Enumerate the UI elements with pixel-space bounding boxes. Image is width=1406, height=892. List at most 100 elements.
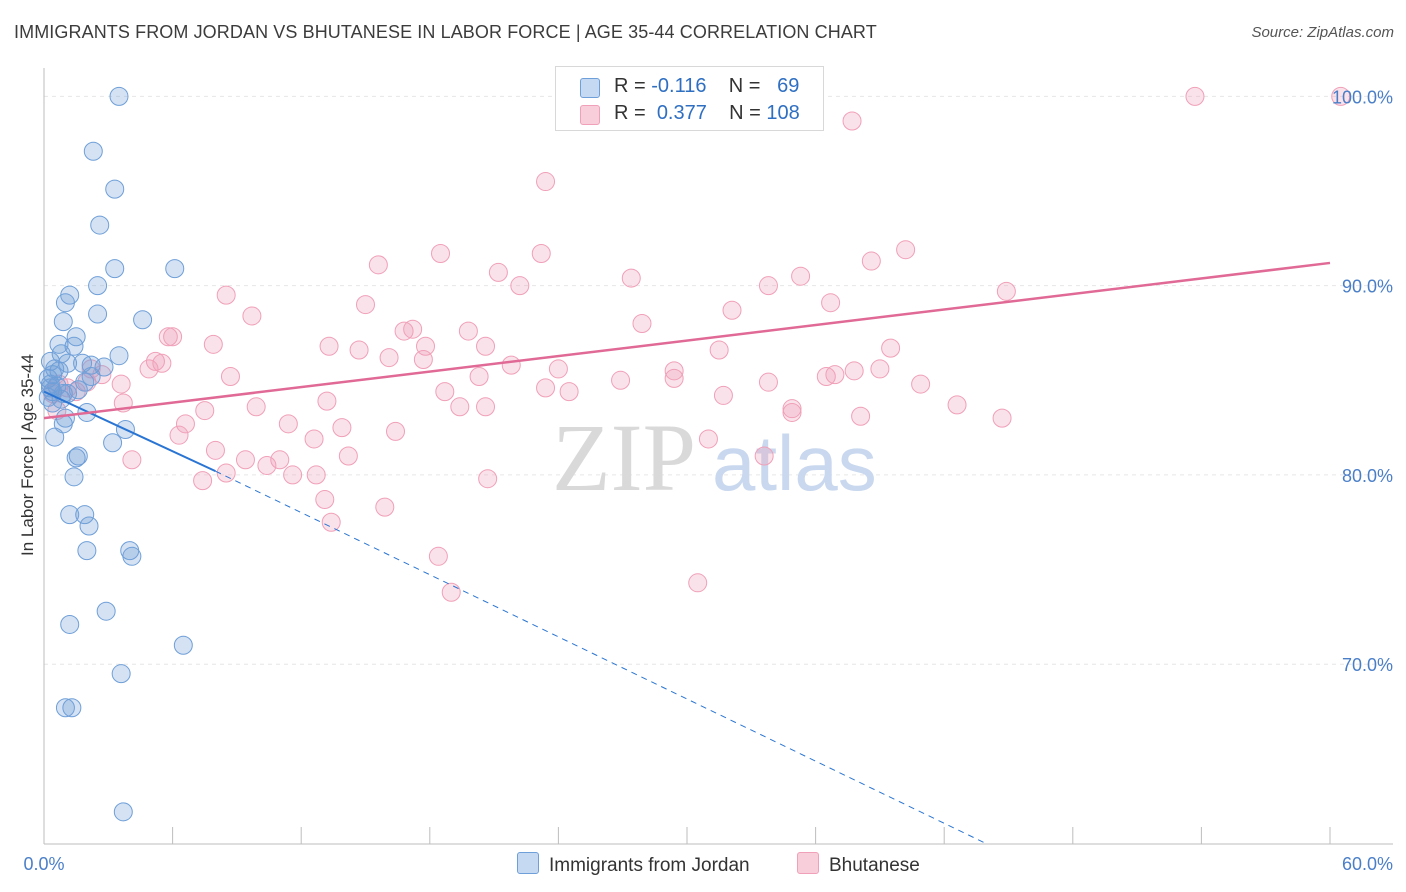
bhutanese-point [698,429,718,449]
jordan-point [79,516,99,536]
bhutanese-point [881,338,901,358]
jordan-point [83,141,103,161]
bhutanese-point [169,425,189,445]
jordan-point [94,357,114,377]
bhutanese-point [175,414,195,434]
bhutanese-point [992,408,1012,428]
bhutanese-point [861,251,881,271]
y-axis-label: In Labor Force | Age 35-44 [18,354,37,556]
bhutanese-point [842,111,862,131]
bhutanese-point [441,582,461,602]
bottom-legend-swatch-jordan [517,852,539,874]
jordan-point [90,215,110,235]
y-tick-label: 80.0% [1342,466,1393,486]
jordan-point [53,312,73,332]
jordan-point [96,601,116,621]
bhutanese-point [379,348,399,368]
bhutanese-point [431,243,451,263]
bhutanese-point [469,367,489,387]
jordan-point [105,259,125,279]
bhutanese-point [428,546,448,566]
bhutanese-point [821,293,841,313]
bhutanese-point [791,266,811,286]
bhutanese-point [403,319,423,339]
bhutanese-point [386,421,406,441]
axes [43,68,1393,845]
bhutanese-point [450,397,470,417]
bhutanese-point [851,406,871,426]
trend-lines [43,261,1331,845]
bhutanese-point [270,450,290,470]
bhutanese-point [476,397,496,417]
bhutanese-point [548,359,568,379]
bhutanese-point [782,402,802,422]
bhutanese-point [283,465,303,485]
bhutanese-point [754,446,774,466]
y-tick-label: 70.0% [1342,655,1393,675]
bhutanese-point [257,455,277,475]
legend-swatch-jordan [580,78,600,98]
bhutanese-point [203,334,223,354]
bhutanese-point [193,471,213,491]
source-label: Source: ZipAtlas.com [1251,24,1394,41]
bhutanese-point [152,353,172,373]
bhutanese-point [413,349,433,369]
bhutanese-point [278,414,298,434]
jordan-point [45,427,65,447]
bhutanese-point [356,295,375,315]
bhutanese-point [306,465,326,485]
bottom-legend-jordan: Immigrants from Jordan [517,852,750,877]
grid-lines [44,95,1393,665]
jordan-point [49,361,69,381]
bhutanese-point [896,240,916,260]
bottom-legend-bhutanese: Bhutanese [797,852,920,877]
bhutanese-point [536,172,556,192]
bhutanese-point [844,361,864,381]
data-points [38,86,1351,822]
bottom-legend-label-bhutanese: Bhutanese [829,855,920,876]
tick-labels: 70.0% 80.0% 90.0% 100.0% 0.0% 60.0% [23,87,1393,874]
bhutanese-point [758,372,778,392]
bhutanese-point [947,395,967,415]
jordan-point [77,541,97,561]
chart-title: IMMIGRANTS FROM JORDAN VS BHUTANESE IN L… [14,22,877,42]
bhutanese-point [510,276,530,296]
bhutanese-point [621,268,641,288]
bhutanese-trend-line [43,261,1331,420]
bhutanese-point [611,370,631,390]
bhutanese-point [825,365,845,385]
bhutanese-point [246,397,266,417]
x-tick-label: 0.0% [23,854,64,874]
bhutanese-point [158,327,178,347]
jordan-trend-line [43,390,216,473]
correlation-legend: R = -0.116 N = 69 R = 0.377 N = 108 [555,66,824,131]
jordan-point [75,372,95,392]
bhutanese-point [713,385,733,405]
bhutanese-point [478,469,498,489]
bhutanese-point [220,367,240,387]
legend-r-value: 0.377 [656,102,707,124]
jordan-point [109,346,129,366]
bhutanese-point [531,243,551,263]
jordan-point [49,334,69,354]
bhutanese-point [1331,86,1351,106]
bhutanese-point [315,490,335,510]
jordan-point [173,635,193,655]
bhutanese-point [163,327,183,347]
jordan-point [66,327,86,347]
jordan-point [62,698,82,718]
bhutanese-point [242,306,262,326]
bhutanese-point [501,355,521,375]
jordan-point [60,614,80,634]
legend-r-label: R = [614,102,652,124]
bhutanese-point [722,300,742,320]
jordan-point [122,546,142,566]
legend-swatch-bhutanese [580,105,600,125]
bhutanese-point [758,276,778,296]
bhutanese-point [195,401,215,421]
bhutanese-point [870,359,890,379]
bhutanese-point [996,281,1016,301]
bhutanese-point [536,378,556,398]
jordan-point [165,259,185,279]
